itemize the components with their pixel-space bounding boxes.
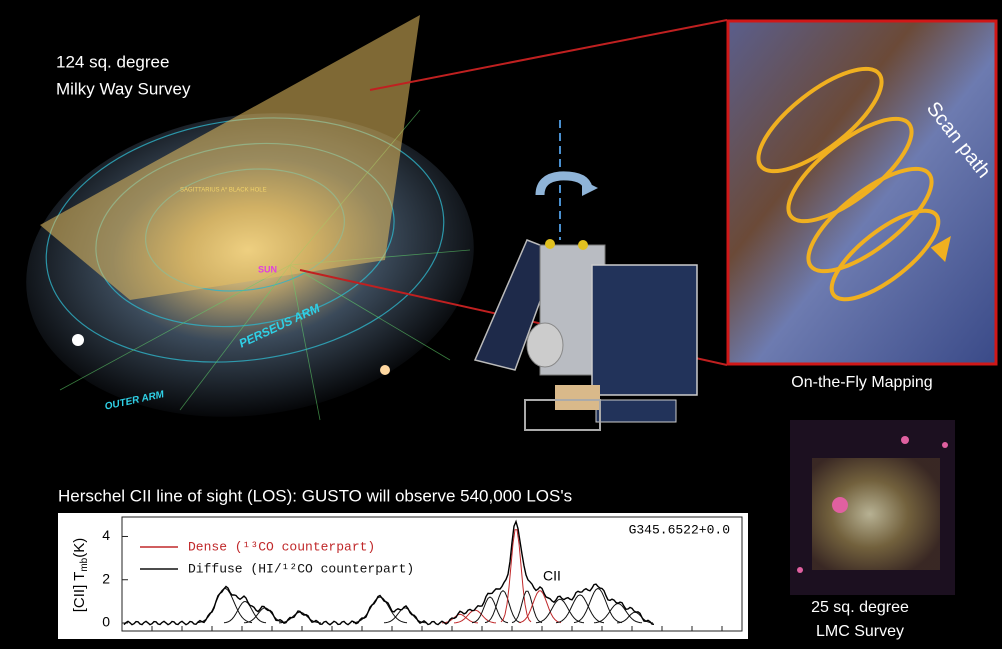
component — [555, 594, 605, 624]
lmc-caption: LMC Survey — [816, 623, 904, 640]
component — [352, 596, 408, 624]
legend-label: Dense (¹³CO counterpart) — [188, 539, 375, 554]
component — [223, 601, 267, 624]
lmc-stars — [797, 436, 948, 573]
survey-title: 124 sq. degree — [56, 52, 169, 71]
component — [500, 529, 532, 623]
component — [511, 590, 543, 624]
spectrum-plot: 0 2 4 Dense (¹³CO counterpart) Diffuse (HI/¹… — [102, 519, 723, 631]
lmc-caption: 25 sq. degree — [811, 599, 909, 616]
component — [518, 590, 562, 624]
galaxy-label: SAGITTARIUS A* BLACK HOLE — [180, 188, 267, 194]
lmc-overlay — [812, 458, 940, 570]
component — [573, 587, 623, 624]
component — [471, 596, 509, 624]
connector — [369, 19, 728, 91]
y-label-main: [CII] T — [71, 572, 88, 613]
line-label: CII — [543, 568, 561, 584]
y-axis-label: [CII] Tmb(K) — [71, 538, 90, 612]
spectrum-panel — [58, 513, 748, 639]
scan-path — [756, 66, 951, 302]
scan-caption: On-the-Fly Mapping — [791, 374, 932, 391]
spectrum-frame — [121, 516, 743, 632]
component — [484, 589, 522, 624]
satellite — [473, 120, 698, 431]
y-label-unit: (K) — [71, 538, 88, 558]
survey-title: Milky Way Survey — [56, 79, 191, 98]
y-tick-label: 2 — [102, 570, 110, 586]
spectrum-heading: Herschel CII line of sight (LOS): GUSTO … — [58, 486, 572, 505]
y-tick-label: 0 — [102, 614, 110, 630]
component — [535, 598, 585, 624]
spectrum-line — [123, 519, 655, 626]
y-label-sub: mb — [79, 557, 90, 571]
component — [383, 607, 427, 624]
source-label: G345.6522+0.0 — [629, 522, 730, 537]
galaxy-label: SUN — [258, 264, 277, 274]
survey-plane — [40, 15, 420, 300]
legend-label: Diffuse (HI/¹²CO counterpart) — [188, 561, 414, 576]
y-tick-label: 4 — [102, 527, 110, 543]
